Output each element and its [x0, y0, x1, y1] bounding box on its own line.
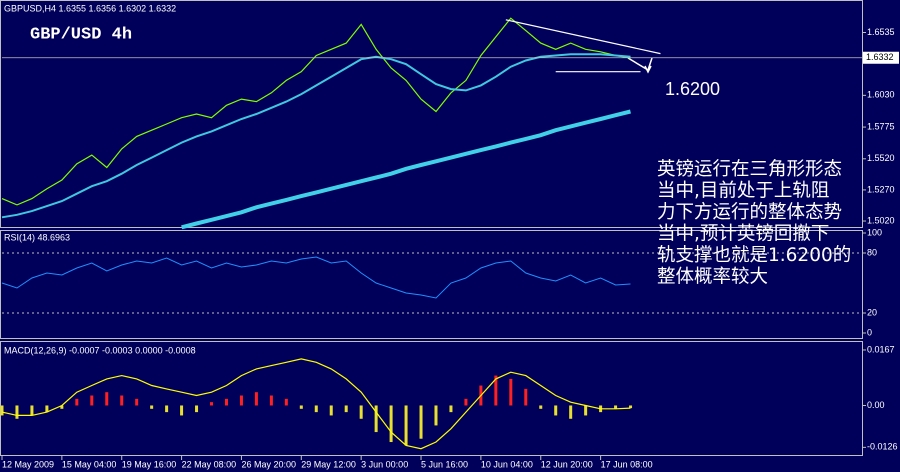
histogram-bar	[195, 405, 199, 413]
histogram-bar	[45, 405, 49, 413]
histogram-bar	[0, 405, 4, 416]
note-line: 当中,目前处于上轨阻	[657, 181, 829, 202]
y-tick-label: 0.0167	[867, 344, 895, 354]
y-tick-label: 20	[867, 307, 877, 317]
chart-title: GBPUSD,H4 1.6355 1.6356 1.6302 1.6332	[4, 3, 176, 13]
x-tick-label: 12 Jun 20:00	[541, 459, 593, 469]
histogram-bar	[60, 405, 64, 409]
histogram-bar	[210, 402, 214, 406]
histogram-bar	[180, 405, 184, 416]
histogram-bar	[314, 405, 318, 413]
histogram-bar	[269, 395, 273, 406]
arrow	[627, 57, 653, 74]
y-tick-label: 1.6030	[867, 90, 895, 100]
series-line	[1, 256, 631, 299]
histogram-bar	[224, 398, 228, 406]
x-tick-label: 22 May 08:00	[182, 459, 237, 469]
histogram-bar	[105, 392, 109, 406]
histogram-bar	[135, 398, 139, 406]
histogram-bar	[449, 405, 453, 413]
histogram-bar	[434, 405, 438, 426]
current-price-label: 1.6332	[866, 52, 894, 62]
x-tick-label: 29 May 12:00	[301, 459, 356, 469]
chart-subtitle: GBP/USD 4h	[30, 25, 132, 44]
histogram-bar	[344, 405, 348, 413]
histogram-bar	[419, 405, 423, 439]
y-tick-label: 100	[867, 227, 882, 237]
macd-panel	[0, 341, 863, 456]
price-panel	[0, 0, 863, 228]
note-line: 整体概率较大	[657, 267, 768, 288]
histogram-bar	[524, 388, 528, 406]
x-tick-label: 10 Jun 04:00	[481, 459, 533, 469]
note-line: 英镑运行在三角形形态	[657, 159, 842, 180]
y-tick-label: 1.5775	[867, 121, 895, 131]
histogram-bar	[494, 375, 498, 406]
histogram-bar	[329, 405, 333, 416]
histogram-bar	[165, 405, 169, 413]
note-line: 轨支撑也就是1.6200的	[657, 245, 851, 266]
x-tick-label: 19 May 16:00	[122, 459, 177, 469]
current-price-box	[863, 51, 899, 64]
y-tick-label: 1.5020	[867, 215, 895, 225]
histogram-bar	[359, 405, 363, 419]
histogram-bar	[614, 405, 618, 409]
histogram-bar	[284, 398, 288, 406]
y-tick-label: 1.5270	[867, 184, 895, 194]
x-tick-label: 17 Jun 08:00	[601, 459, 653, 469]
histogram-bar	[254, 392, 258, 406]
histogram-bar	[120, 395, 124, 406]
histogram-bar	[539, 405, 543, 409]
histogram-bar	[389, 405, 393, 443]
y-tick-label: 1.5520	[867, 153, 895, 163]
x-tick-label: 3 Jun 00:00	[361, 459, 408, 469]
histogram-bar	[299, 405, 303, 409]
x-tick-label: 15 May 04:00	[62, 459, 117, 469]
note-line: 力下方运行的整体态势	[657, 202, 842, 223]
histogram-bar	[404, 405, 408, 446]
histogram-bar	[15, 405, 19, 419]
histogram-bar	[554, 405, 558, 416]
trend-line	[505, 19, 661, 55]
histogram-bar	[464, 398, 468, 406]
note-line: 当中,预计英镑回撤下	[657, 224, 829, 245]
x-tick-label: 26 May 20:00	[241, 459, 296, 469]
x-tick-label: 5 Jun 16:00	[421, 459, 468, 469]
histogram-bar	[569, 405, 573, 419]
histogram-bar	[150, 405, 154, 409]
y-tick-label: 80	[867, 247, 877, 257]
macd-title: MACD(12,26,9) -0.0007 -0.0003 0.0000 -0.…	[4, 345, 196, 355]
histogram-bar	[584, 405, 588, 416]
histogram-bar	[75, 398, 79, 406]
histogram-bar	[239, 395, 243, 406]
series-line	[181, 109, 631, 230]
y-tick-label: 1.6535	[867, 27, 895, 37]
histogram-bar	[629, 405, 633, 409]
rsi-panel	[0, 230, 863, 339]
rsi-title: RSI(14) 48.6963	[4, 232, 70, 242]
x-tick-label: 12 May 2009	[2, 459, 54, 469]
series-line	[1, 17, 631, 206]
histogram-bar	[30, 405, 34, 416]
series-line	[1, 358, 631, 450]
y-tick-label: -0.0126	[867, 442, 898, 452]
histogram-bar	[374, 405, 378, 433]
y-tick-label: 0.00	[867, 400, 885, 410]
histogram-bar	[509, 378, 513, 406]
y-tick-label: 0	[867, 327, 872, 337]
histogram-bar	[90, 395, 94, 406]
series-line	[1, 53, 631, 219]
annotation: 1.6200	[665, 79, 720, 99]
